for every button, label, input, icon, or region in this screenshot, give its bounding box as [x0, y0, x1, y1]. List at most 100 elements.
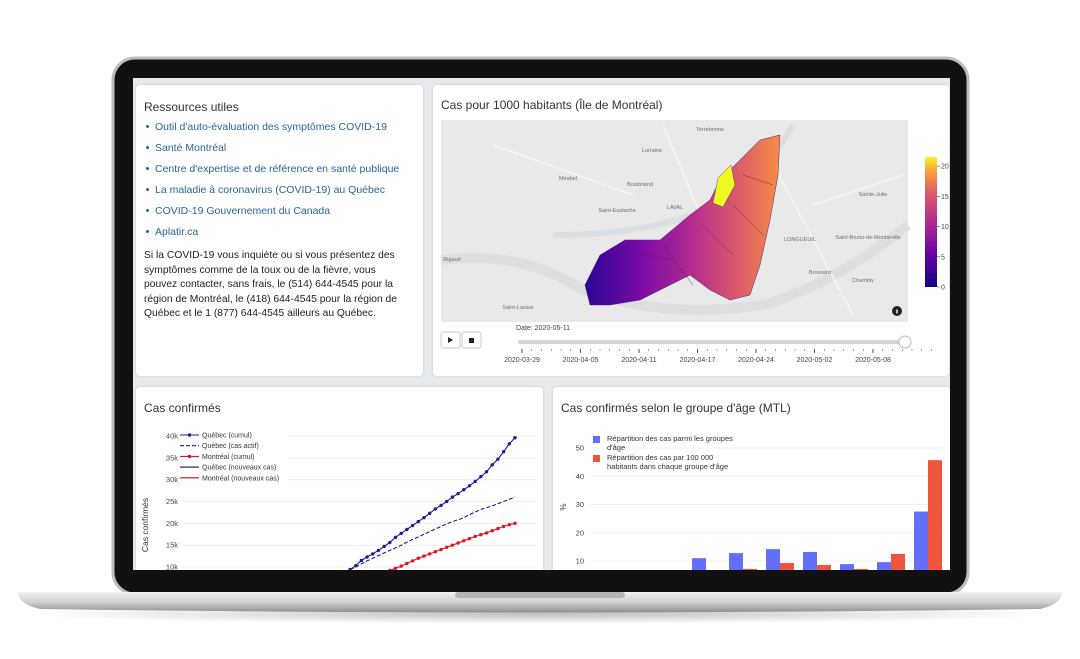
colorbar — [925, 157, 937, 287]
place-label: Chambly — [852, 278, 874, 284]
marker — [388, 540, 392, 545]
slider-handle[interactable] — [898, 335, 912, 349]
marker — [473, 534, 477, 539]
marker — [513, 521, 517, 526]
marker — [501, 450, 506, 454]
marker — [462, 488, 466, 492]
marker — [473, 479, 477, 484]
marker — [427, 511, 432, 515]
legend-label: Répartition des cas parmi les groupes d'… — [607, 434, 733, 452]
map-chart: Cas pour 1000 habitants (Île de Montréal… — [440, 97, 949, 364]
marker — [399, 564, 403, 568]
y-tick-label: 40k — [166, 432, 178, 441]
marker — [490, 463, 494, 467]
marker — [484, 531, 489, 535]
y-axis-label: Cas confirmés — [140, 498, 150, 552]
marker — [479, 532, 483, 537]
marker — [467, 484, 472, 488]
bar — [817, 564, 831, 570]
marker — [433, 550, 438, 554]
marker — [405, 561, 409, 566]
slider-tick-label: 2020-04-24 — [738, 357, 774, 364]
y-tick-label: 20k — [166, 519, 178, 528]
link[interactable]: La maladie à coronavirus (COVID-19) au Q… — [155, 184, 385, 196]
marker — [490, 529, 494, 533]
bar — [854, 568, 868, 570]
y-tick-label: 20 — [576, 528, 584, 537]
bar — [840, 564, 854, 570]
district — [712, 164, 736, 208]
link[interactable]: COVID-19 Gouvernement du Canada — [155, 205, 331, 217]
link[interactable]: Santé Montréal — [155, 142, 227, 154]
place-label: LAVAL — [667, 205, 683, 211]
colorbar-tick-label: 10 — [941, 224, 949, 231]
bar — [729, 553, 743, 570]
link-item: Aplatir.ca — [145, 225, 399, 246]
link[interactable]: Centre d'expertise et de référence en sa… — [155, 163, 400, 175]
place-label: Sainte-Julie — [859, 192, 888, 198]
marker — [427, 552, 432, 556]
panel-title: Ressources utiles — [144, 100, 239, 114]
bar-panel: Cas confirmés selon le groupe d'âge (MTL… — [553, 387, 950, 570]
legend-label: Montréal (cumul) — [202, 454, 255, 461]
bar — [914, 511, 928, 570]
marker — [422, 515, 426, 520]
panel-title: Cas pour 1000 habitants (Île de Montréal… — [441, 97, 662, 112]
panel-title: Cas confirmés — [144, 401, 221, 415]
link-item: Santé Montréal — [145, 141, 399, 162]
stop-icon — [469, 338, 474, 343]
screen: Ressources utiles Outil d'auto-évaluatio… — [133, 78, 950, 570]
colorbar-tick-label: 5 — [941, 254, 945, 261]
place-label: LONGUEUIL — [784, 237, 816, 243]
legend-label: Québec (cumul) — [202, 433, 252, 440]
link-list: Outil d'auto-évaluation des symptômes CO… — [144, 120, 399, 246]
place-label: Saint-Bruno-de-Montarville — [835, 235, 900, 241]
base — [18, 592, 1062, 613]
legend-swatch — [593, 436, 600, 443]
marker — [376, 548, 381, 553]
district-border — [622, 174, 774, 286]
marker — [445, 545, 449, 550]
colorbar-tick-label: 0 — [941, 285, 945, 292]
marker — [393, 535, 398, 540]
y-tick-label: 10 — [576, 557, 584, 566]
link[interactable]: Aplatir.ca — [155, 226, 199, 238]
bar-chart: Cas confirmés selon le groupe d'âge (MTL… — [559, 401, 945, 570]
y-tick-label: 50 — [576, 444, 584, 453]
y-tick-label: 15k — [166, 541, 178, 550]
marker — [393, 566, 398, 570]
y-tick-label: 30k — [166, 475, 178, 484]
bar — [928, 460, 942, 570]
place-label: Mirabel — [559, 176, 577, 182]
marker — [422, 554, 426, 558]
slider-tick-label: 2020-04-05 — [563, 357, 599, 364]
marker — [365, 555, 369, 559]
place-label: Brossard — [809, 270, 831, 276]
marker — [496, 457, 500, 461]
play-icon — [448, 337, 453, 343]
resources-panel: Ressources utiles Outil d'auto-évaluatio… — [136, 85, 423, 376]
link[interactable]: Outil d'auto-évaluation des symptômes CO… — [155, 121, 387, 133]
bar — [692, 558, 706, 570]
marker — [462, 539, 466, 543]
marker — [405, 527, 409, 532]
bar — [803, 551, 817, 570]
marker — [450, 543, 455, 547]
marker — [416, 519, 420, 524]
marker — [513, 436, 517, 440]
place-label: Lorraine — [642, 148, 662, 154]
slider-tick-label: 2020-03-29 — [504, 357, 540, 364]
marker — [359, 558, 364, 563]
legend-label: Québec (nouveaux cas) — [202, 465, 276, 472]
bar — [891, 553, 905, 570]
place-label: Terrebonne — [696, 127, 724, 133]
y-axis-label: % — [559, 503, 568, 510]
bar — [780, 562, 794, 570]
marker — [410, 523, 415, 528]
link-item: Outil d'auto-évaluation des symptômes CO… — [145, 120, 399, 141]
slider-tick-label: 2020-04-11 — [621, 357, 656, 364]
marker — [456, 541, 460, 545]
marker — [382, 544, 386, 549]
y-tick-label: 10k — [166, 563, 178, 570]
